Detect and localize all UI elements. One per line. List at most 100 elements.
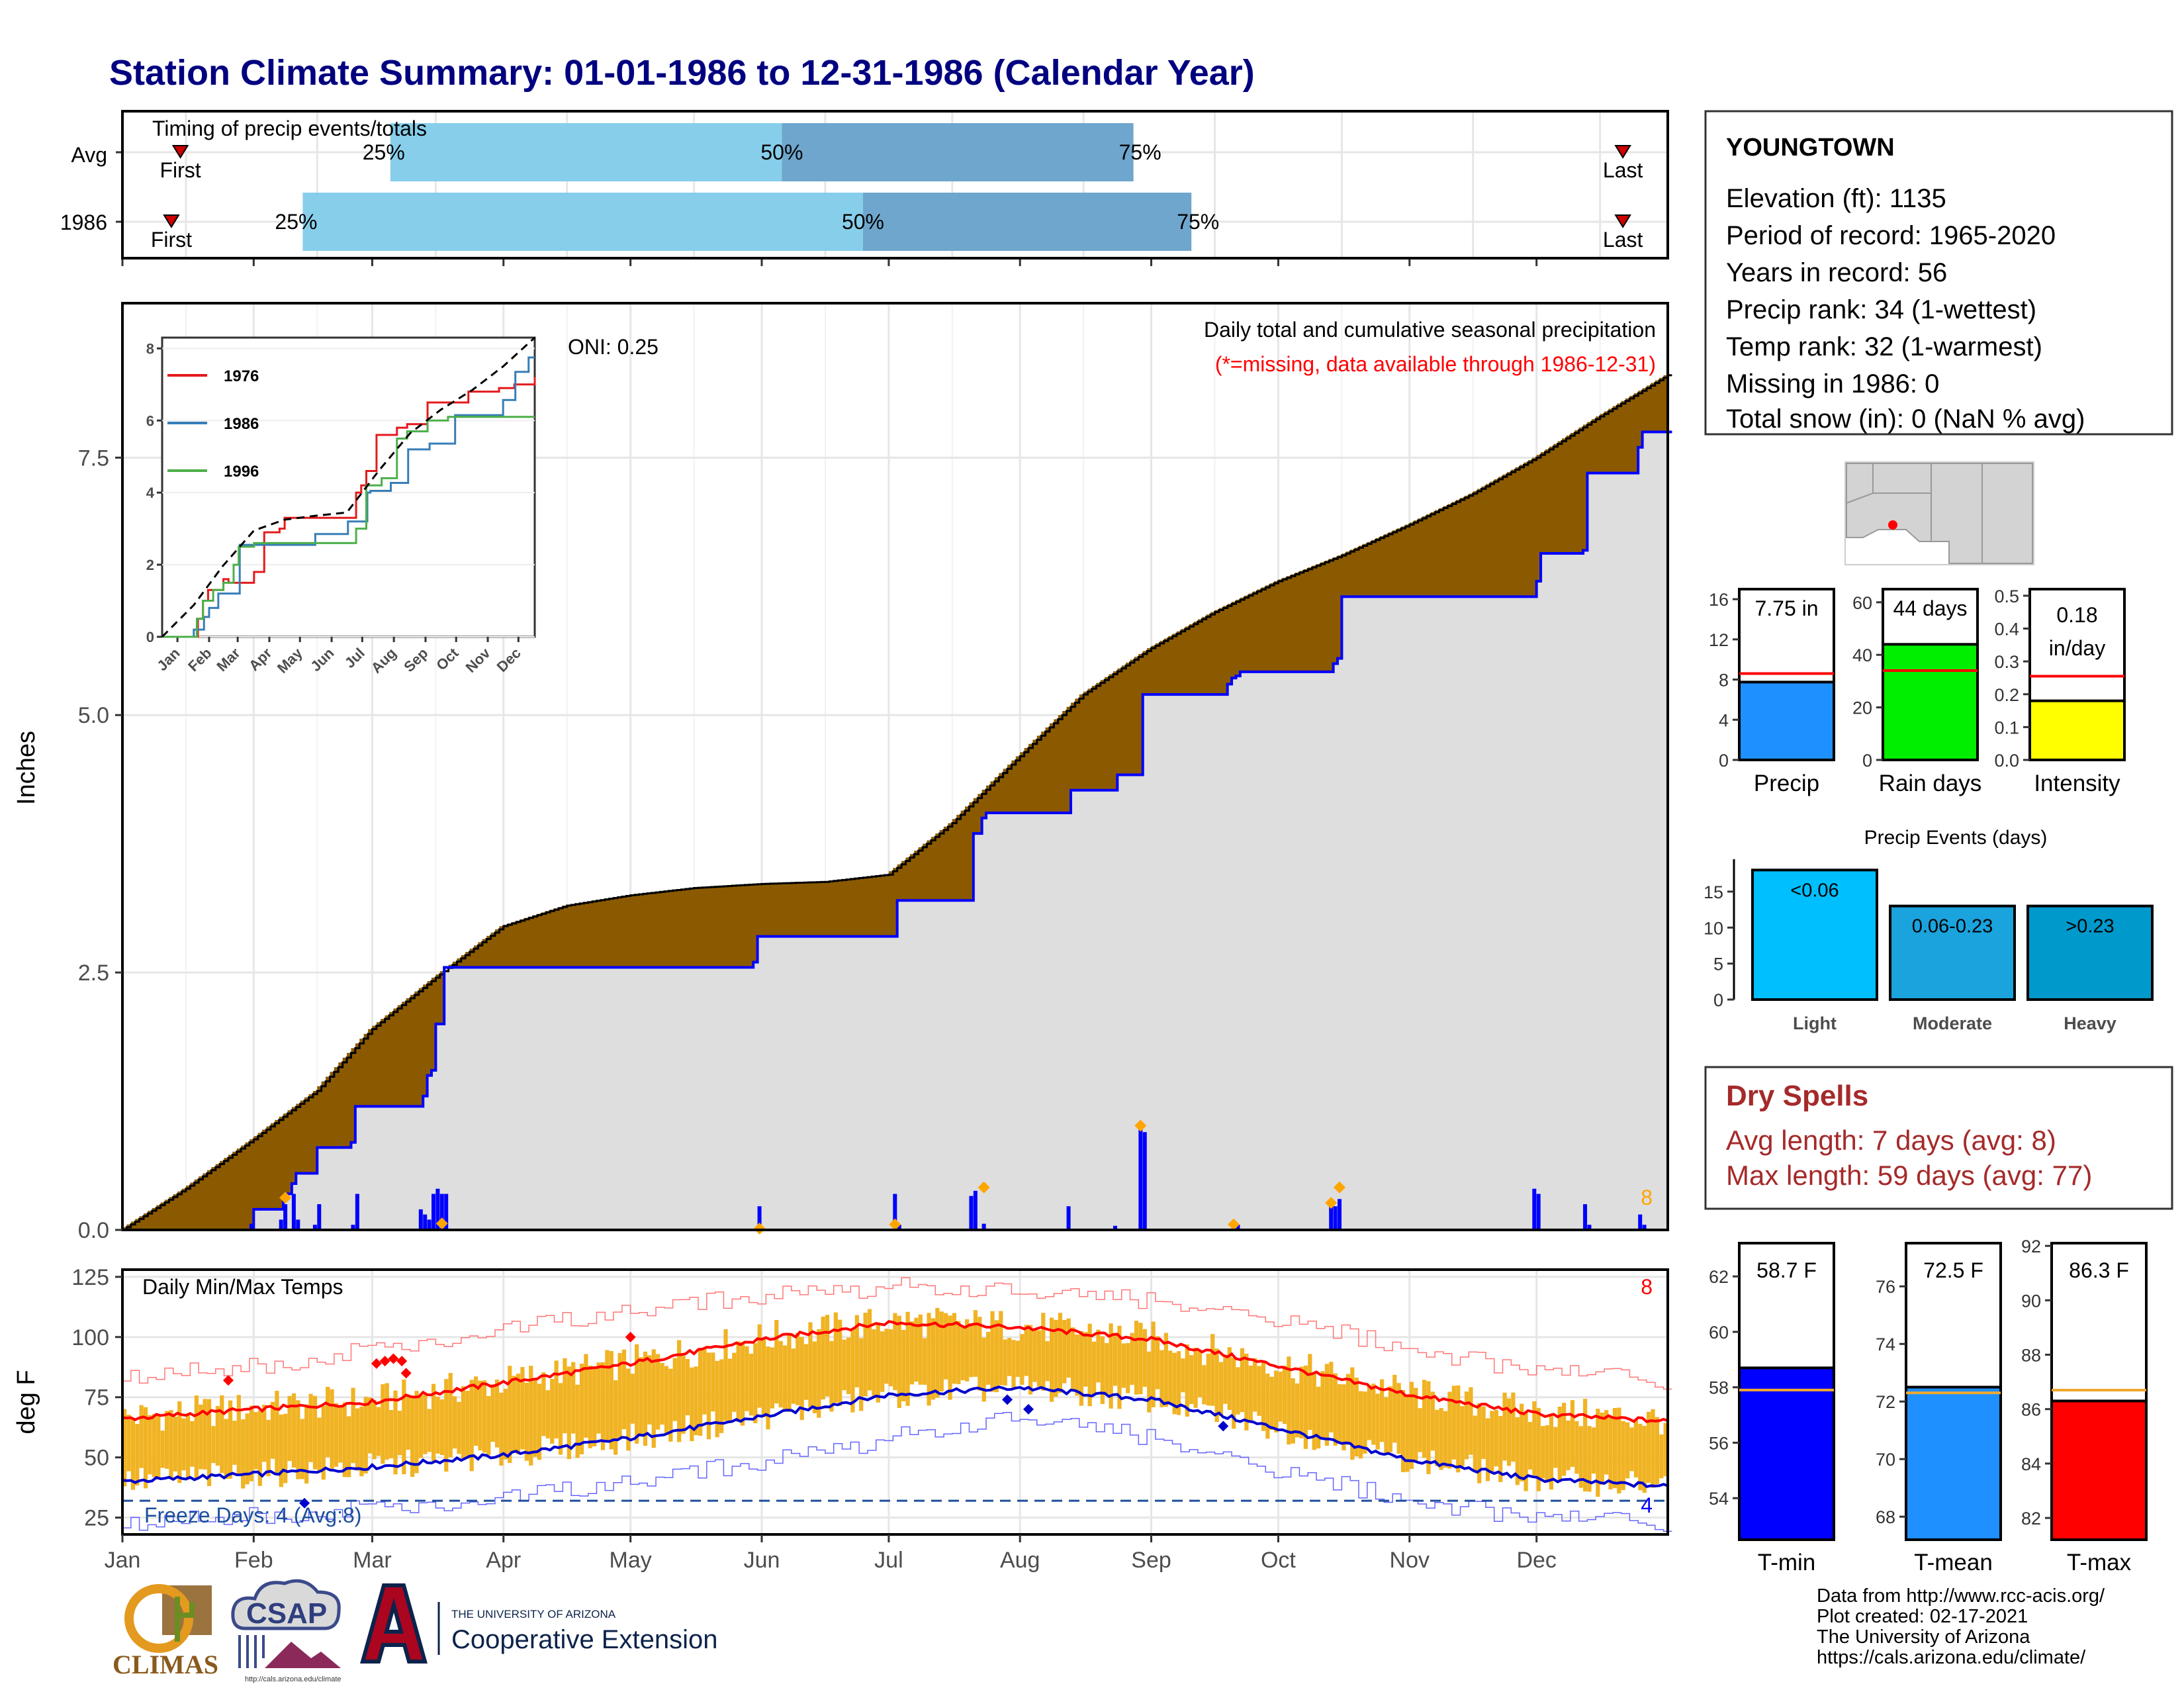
month-tick-label: Apr	[486, 1548, 521, 1573]
daily-precip-bar	[249, 1223, 253, 1230]
mini-bar-label: Intensity	[2034, 771, 2120, 796]
timing-panel: 25% 50% 75% First Last 25% 50% 75% First Last Tim…	[60, 110, 1669, 266]
temp-bar-tick-label: 86	[2021, 1400, 2041, 1420]
temp-bar-tick-label: 62	[1709, 1267, 1729, 1287]
last-marker-icon	[1614, 145, 1631, 159]
timing-label-75: 75%	[1177, 210, 1219, 234]
climas-logo-sun	[124, 1584, 193, 1653]
temp-bar-tick-label: 74	[1876, 1335, 1895, 1354]
temp-bar-tick-label: 58	[1709, 1378, 1729, 1398]
temp-count-red: 8	[1641, 1275, 1653, 1299]
dry-spells-frame	[1704, 1066, 2173, 1210]
event-marker	[889, 1218, 901, 1231]
temp-bar-t-mean	[1905, 1385, 2002, 1542]
daily-precip-bar	[355, 1194, 359, 1230]
csap-mountain-icon	[265, 1642, 341, 1668]
temp-bar-label: T-max	[2067, 1550, 2132, 1575]
daily-precip-bar	[1642, 1225, 1647, 1230]
credit-line-2: Plot created: 02-17-2021	[1817, 1606, 2028, 1627]
events-bar-moderate	[1889, 904, 2016, 1001]
inset-y-tick-label: 0	[146, 629, 154, 645]
mini-bar-rain-days	[1882, 643, 1979, 761]
timing-row-label-avg: Avg	[71, 143, 107, 167]
station-temp-rank: Temp rank: 32 (1-warmest)	[1726, 332, 2042, 361]
month-tick-label: Jul	[874, 1548, 903, 1573]
year-cumulative-line	[122, 430, 1672, 1231]
events-bar-label: Heavy	[2064, 1013, 2116, 1033]
daily-precip-bar	[279, 1219, 283, 1230]
dry-spells-title: Dry Spells	[1726, 1080, 1868, 1112]
temp-bar-tick-label: 90	[2021, 1291, 2041, 1311]
inset-series-line-1986	[162, 356, 535, 638]
precip-caption: Daily total and cumulative seasonal prec…	[1204, 318, 1656, 342]
timing-first-label: First	[159, 158, 201, 182]
temp-y-tick-label: 125	[71, 1265, 109, 1290]
station-period: Period of record: 1965-2020	[1726, 221, 2056, 250]
events-tick-label: 0	[1713, 990, 1723, 1010]
year-cumulative-area	[122, 432, 1668, 1230]
precip-events-bars: 0 5 10 15 <0.06 Light 0.06-0.23 Moderate >0.23 He…	[1704, 859, 2154, 1033]
daily-temp-range-bars	[122, 1307, 1668, 1497]
station-name: YOUNGTOWN	[1726, 134, 1895, 162]
csap-url: http://cals.arizona.edu/climate	[245, 1675, 341, 1683]
station-snow: Total snow (in): 0 (NaN % avg)	[1726, 404, 2085, 434]
daily-precip-bar	[444, 1194, 449, 1230]
temp-y-tick-label: 25	[84, 1506, 109, 1531]
daily-precip-bar	[1329, 1206, 1334, 1230]
csap-logo: CSAP http://cals.arizona.edu/climate	[231, 1579, 341, 1683]
mini-bar-charts: 0 4 8 12 16 7.75 in Precip 0 20 40 60 44 days Rain d…	[1709, 586, 2126, 796]
record-high-marker	[379, 1356, 390, 1367]
daily-precip-bar	[312, 1225, 317, 1230]
record-high-marker	[222, 1375, 234, 1386]
daily-precip-bar	[969, 1196, 974, 1230]
temp-y-tick-label: 50	[84, 1446, 109, 1471]
daily-precip-bar	[1536, 1194, 1541, 1230]
month-tick-label: Sep	[1131, 1548, 1171, 1573]
csap-cloud-icon	[231, 1579, 341, 1630]
temp-bar-value: 86.3 F	[2069, 1258, 2129, 1282]
daily-precip-bar	[291, 1194, 296, 1230]
events-bar-light	[1751, 868, 1878, 1002]
dry-spells-avg: Avg length: 7 days (avg: 8)	[1726, 1125, 2056, 1156]
inset-legend: 1976 1986 1996	[167, 367, 259, 481]
timing-first-label: First	[151, 228, 192, 252]
temp-bar-tick-label: 84	[2021, 1454, 2041, 1474]
mini-bar-value: 0.18	[2056, 603, 2097, 627]
temp-bar-label: T-mean	[1914, 1550, 1993, 1575]
events-bar-heavy	[2026, 904, 2154, 1001]
mini-bar-tick-label: 0.0	[1994, 751, 2019, 771]
daily-precip-bar	[1583, 1204, 1588, 1230]
timing-label-50: 50%	[842, 210, 884, 234]
daily-precip-bar	[973, 1190, 978, 1230]
daily-precip-bar	[423, 1214, 428, 1230]
mini-bar-tick-label: 0.2	[1994, 685, 2019, 705]
record-low-marker	[1002, 1394, 1013, 1405]
station-missing: Missing in 1986: 0	[1726, 369, 1939, 399]
avg-min-line	[122, 1385, 1668, 1489]
event-marker	[1134, 1119, 1147, 1132]
temp-bar-label: T-min	[1758, 1550, 1816, 1575]
record-high-marker	[388, 1353, 399, 1364]
mini-bar-tick-label: 12	[1709, 630, 1729, 650]
mini-bar-intensity	[2028, 699, 2126, 761]
credit-line-3: The University of Arizona	[1817, 1626, 2030, 1648]
daily-precip-bar	[427, 1219, 432, 1230]
mini-bar-tick-label: 60	[1852, 593, 1872, 613]
temp-bar-tick-label: 72	[1876, 1392, 1895, 1412]
month-tick-label: Dec	[1516, 1548, 1556, 1573]
daily-precip-bar	[1638, 1214, 1643, 1230]
temp-bar-t-max	[2050, 1399, 2148, 1541]
temp-bar-value: 72.5 F	[1923, 1258, 1983, 1282]
temp-y-axis: 25 50 75 100 125	[71, 1265, 122, 1531]
mini-bar-tick-label: 4	[1719, 710, 1729, 730]
climas-logo-cactus	[175, 1597, 195, 1642]
daily-precip-bar	[981, 1223, 986, 1230]
record-low-marker	[1218, 1421, 1229, 1432]
mini-bar-tick-label: 0.5	[1994, 586, 2019, 606]
mini-bar-label: Rain days	[1879, 771, 1982, 796]
ua-logo-small-text: THE UNIVERSITY OF ARIZONA	[451, 1608, 616, 1620]
avg-max-line	[122, 1320, 1668, 1423]
month-tick-label: Jan	[105, 1548, 141, 1573]
station-info-box: YOUNGTOWN Elevation (ft): 1135 Period of…	[1704, 110, 2173, 436]
event-marker	[435, 1217, 448, 1230]
